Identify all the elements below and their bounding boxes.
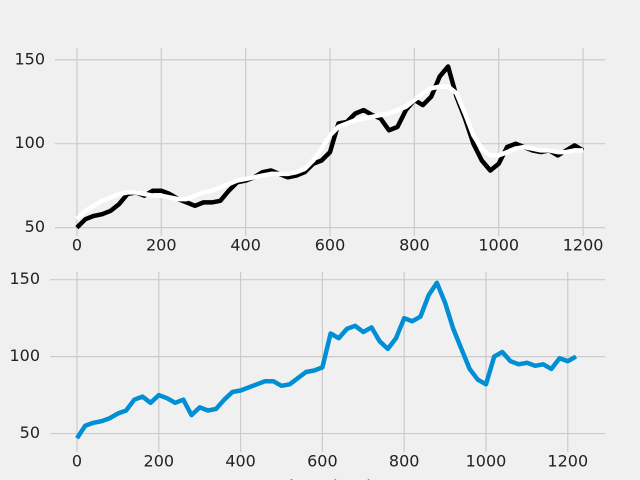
x-tick-label: 1200 [547,452,588,471]
x-tick-label: 0 [72,452,82,471]
x-tick-label: 200 [144,452,175,471]
x-tick-label: 400 [230,236,261,255]
x-tick-label: 600 [315,236,346,255]
y-tick-label: 150 [14,49,45,68]
x-tick-label: 200 [146,236,177,255]
data-line [75,280,578,440]
x-tick-label: 800 [389,452,420,471]
y-tick-label: 100 [14,133,45,152]
y-tick-label: 50 [25,217,45,236]
data-line [75,64,585,230]
x-tick-label: 1000 [478,236,519,255]
x-tick-label: 1200 [563,236,604,255]
x-tick-label: 800 [399,236,430,255]
data-line [75,84,584,221]
x-tick-label: 0 [72,236,82,255]
y-tick-label: 100 [9,346,40,365]
x-tick-label: 1000 [466,452,507,471]
x-tick-label: 600 [307,452,338,471]
y-tick-label: 150 [9,269,40,288]
x-axis-label: time (ms) [281,477,373,480]
y-tick-label: 50 [20,423,40,442]
x-tick-label: 400 [225,452,256,471]
